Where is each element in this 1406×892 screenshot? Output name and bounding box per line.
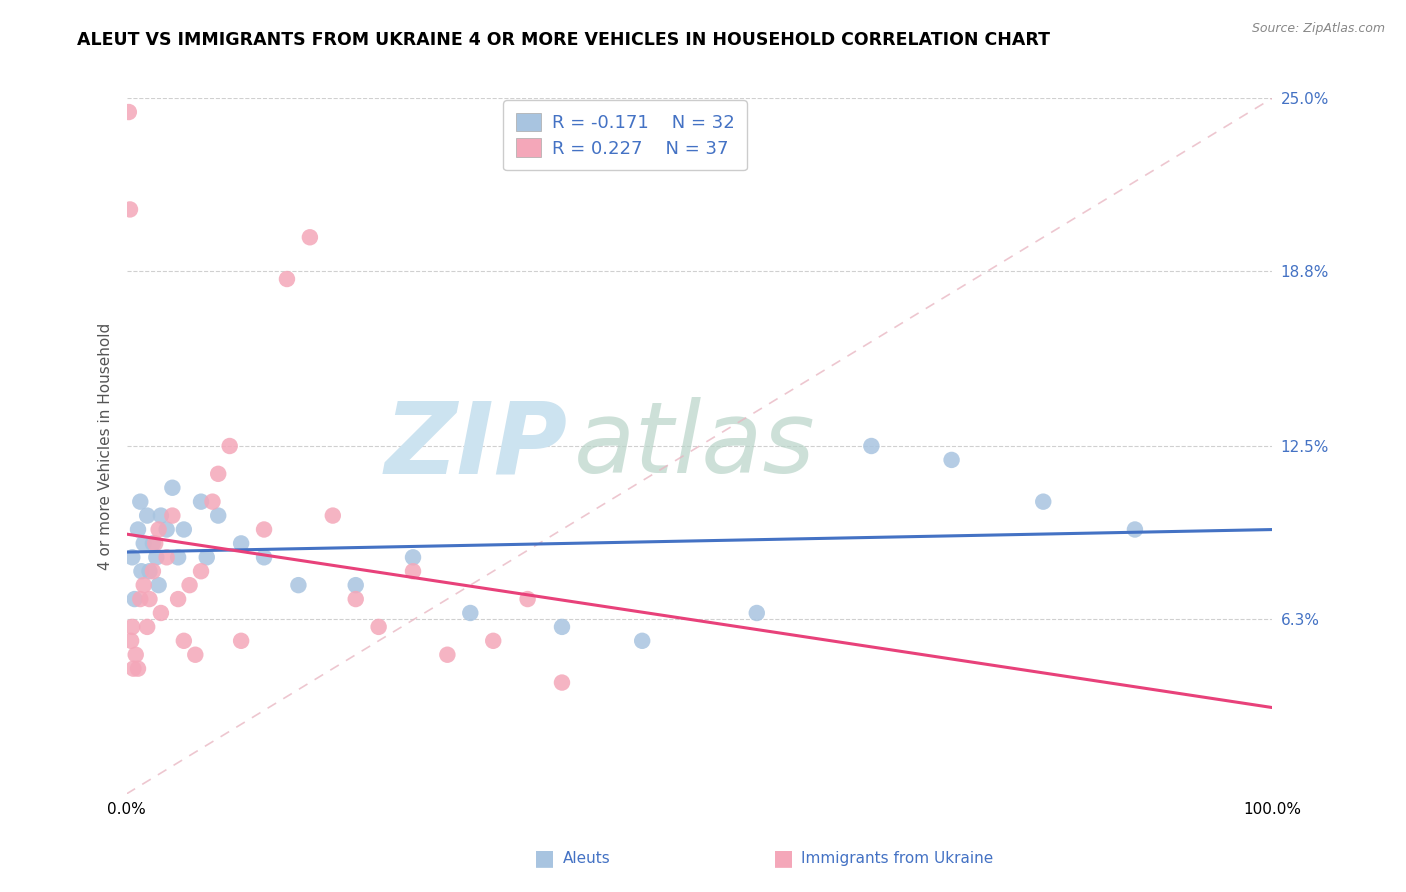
Point xyxy=(162,508,184,523)
Point xyxy=(402,564,425,578)
Point xyxy=(458,606,481,620)
Point xyxy=(184,648,207,662)
Point xyxy=(132,536,155,550)
Point xyxy=(190,494,212,508)
Point xyxy=(149,606,172,620)
Point xyxy=(131,564,153,578)
Point xyxy=(118,105,141,120)
Text: atlas: atlas xyxy=(574,398,815,494)
Point xyxy=(124,592,146,607)
Point xyxy=(253,550,276,565)
Text: ■: ■ xyxy=(773,848,794,868)
Point xyxy=(516,592,538,607)
Text: ■: ■ xyxy=(534,848,555,868)
Point xyxy=(631,633,654,648)
Point xyxy=(287,578,309,592)
Legend: R = -0.171    N = 32, R = 0.227    N = 37: R = -0.171 N = 32, R = 0.227 N = 37 xyxy=(503,100,747,170)
Point xyxy=(138,592,160,607)
Point xyxy=(156,550,179,565)
Point xyxy=(136,508,159,523)
Point xyxy=(207,467,229,481)
Point xyxy=(229,536,253,550)
Point xyxy=(551,675,574,690)
Text: ALEUT VS IMMIGRANTS FROM UKRAINE 4 OR MORE VEHICLES IN HOUSEHOLD CORRELATION CHA: ALEUT VS IMMIGRANTS FROM UKRAINE 4 OR MO… xyxy=(77,31,1050,49)
Point xyxy=(142,564,165,578)
Point xyxy=(149,508,172,523)
Point xyxy=(195,550,218,565)
Point xyxy=(129,592,152,607)
Point xyxy=(127,662,149,676)
Point xyxy=(436,648,458,662)
Point xyxy=(173,633,195,648)
Point xyxy=(142,536,165,550)
Point xyxy=(344,578,367,592)
Point xyxy=(118,202,141,217)
Point xyxy=(121,620,143,634)
Point xyxy=(298,230,321,244)
Point xyxy=(402,550,425,565)
Text: Aleuts: Aleuts xyxy=(562,851,610,865)
Point xyxy=(745,606,768,620)
Point xyxy=(218,439,240,453)
Point xyxy=(551,620,574,634)
Point xyxy=(127,523,149,537)
Point xyxy=(148,578,170,592)
Point xyxy=(344,592,367,607)
Point xyxy=(179,578,201,592)
Point xyxy=(1123,523,1146,537)
Point xyxy=(201,494,224,508)
Point xyxy=(207,508,229,523)
Point xyxy=(121,550,143,565)
Point xyxy=(167,592,190,607)
Point xyxy=(162,481,184,495)
Y-axis label: 4 or more Vehicles in Household: 4 or more Vehicles in Household xyxy=(97,322,112,570)
Point xyxy=(253,523,276,537)
Point xyxy=(129,494,152,508)
Point xyxy=(860,439,883,453)
Point xyxy=(120,633,142,648)
Point xyxy=(482,633,505,648)
Point xyxy=(138,564,160,578)
Point xyxy=(143,536,166,550)
Point xyxy=(229,633,253,648)
Point xyxy=(941,453,963,467)
Point xyxy=(190,564,212,578)
Point xyxy=(156,523,179,537)
Point xyxy=(132,578,155,592)
Point xyxy=(148,523,170,537)
Point xyxy=(276,272,298,286)
Text: Immigrants from Ukraine: Immigrants from Ukraine xyxy=(801,851,994,865)
Point xyxy=(125,648,148,662)
Text: ZIP: ZIP xyxy=(385,398,568,494)
Point xyxy=(136,620,159,634)
Point xyxy=(173,523,195,537)
Point xyxy=(167,550,190,565)
Point xyxy=(122,662,145,676)
Point xyxy=(145,550,167,565)
Point xyxy=(322,508,344,523)
Point xyxy=(367,620,389,634)
Point xyxy=(1032,494,1054,508)
Text: Source: ZipAtlas.com: Source: ZipAtlas.com xyxy=(1251,22,1385,36)
